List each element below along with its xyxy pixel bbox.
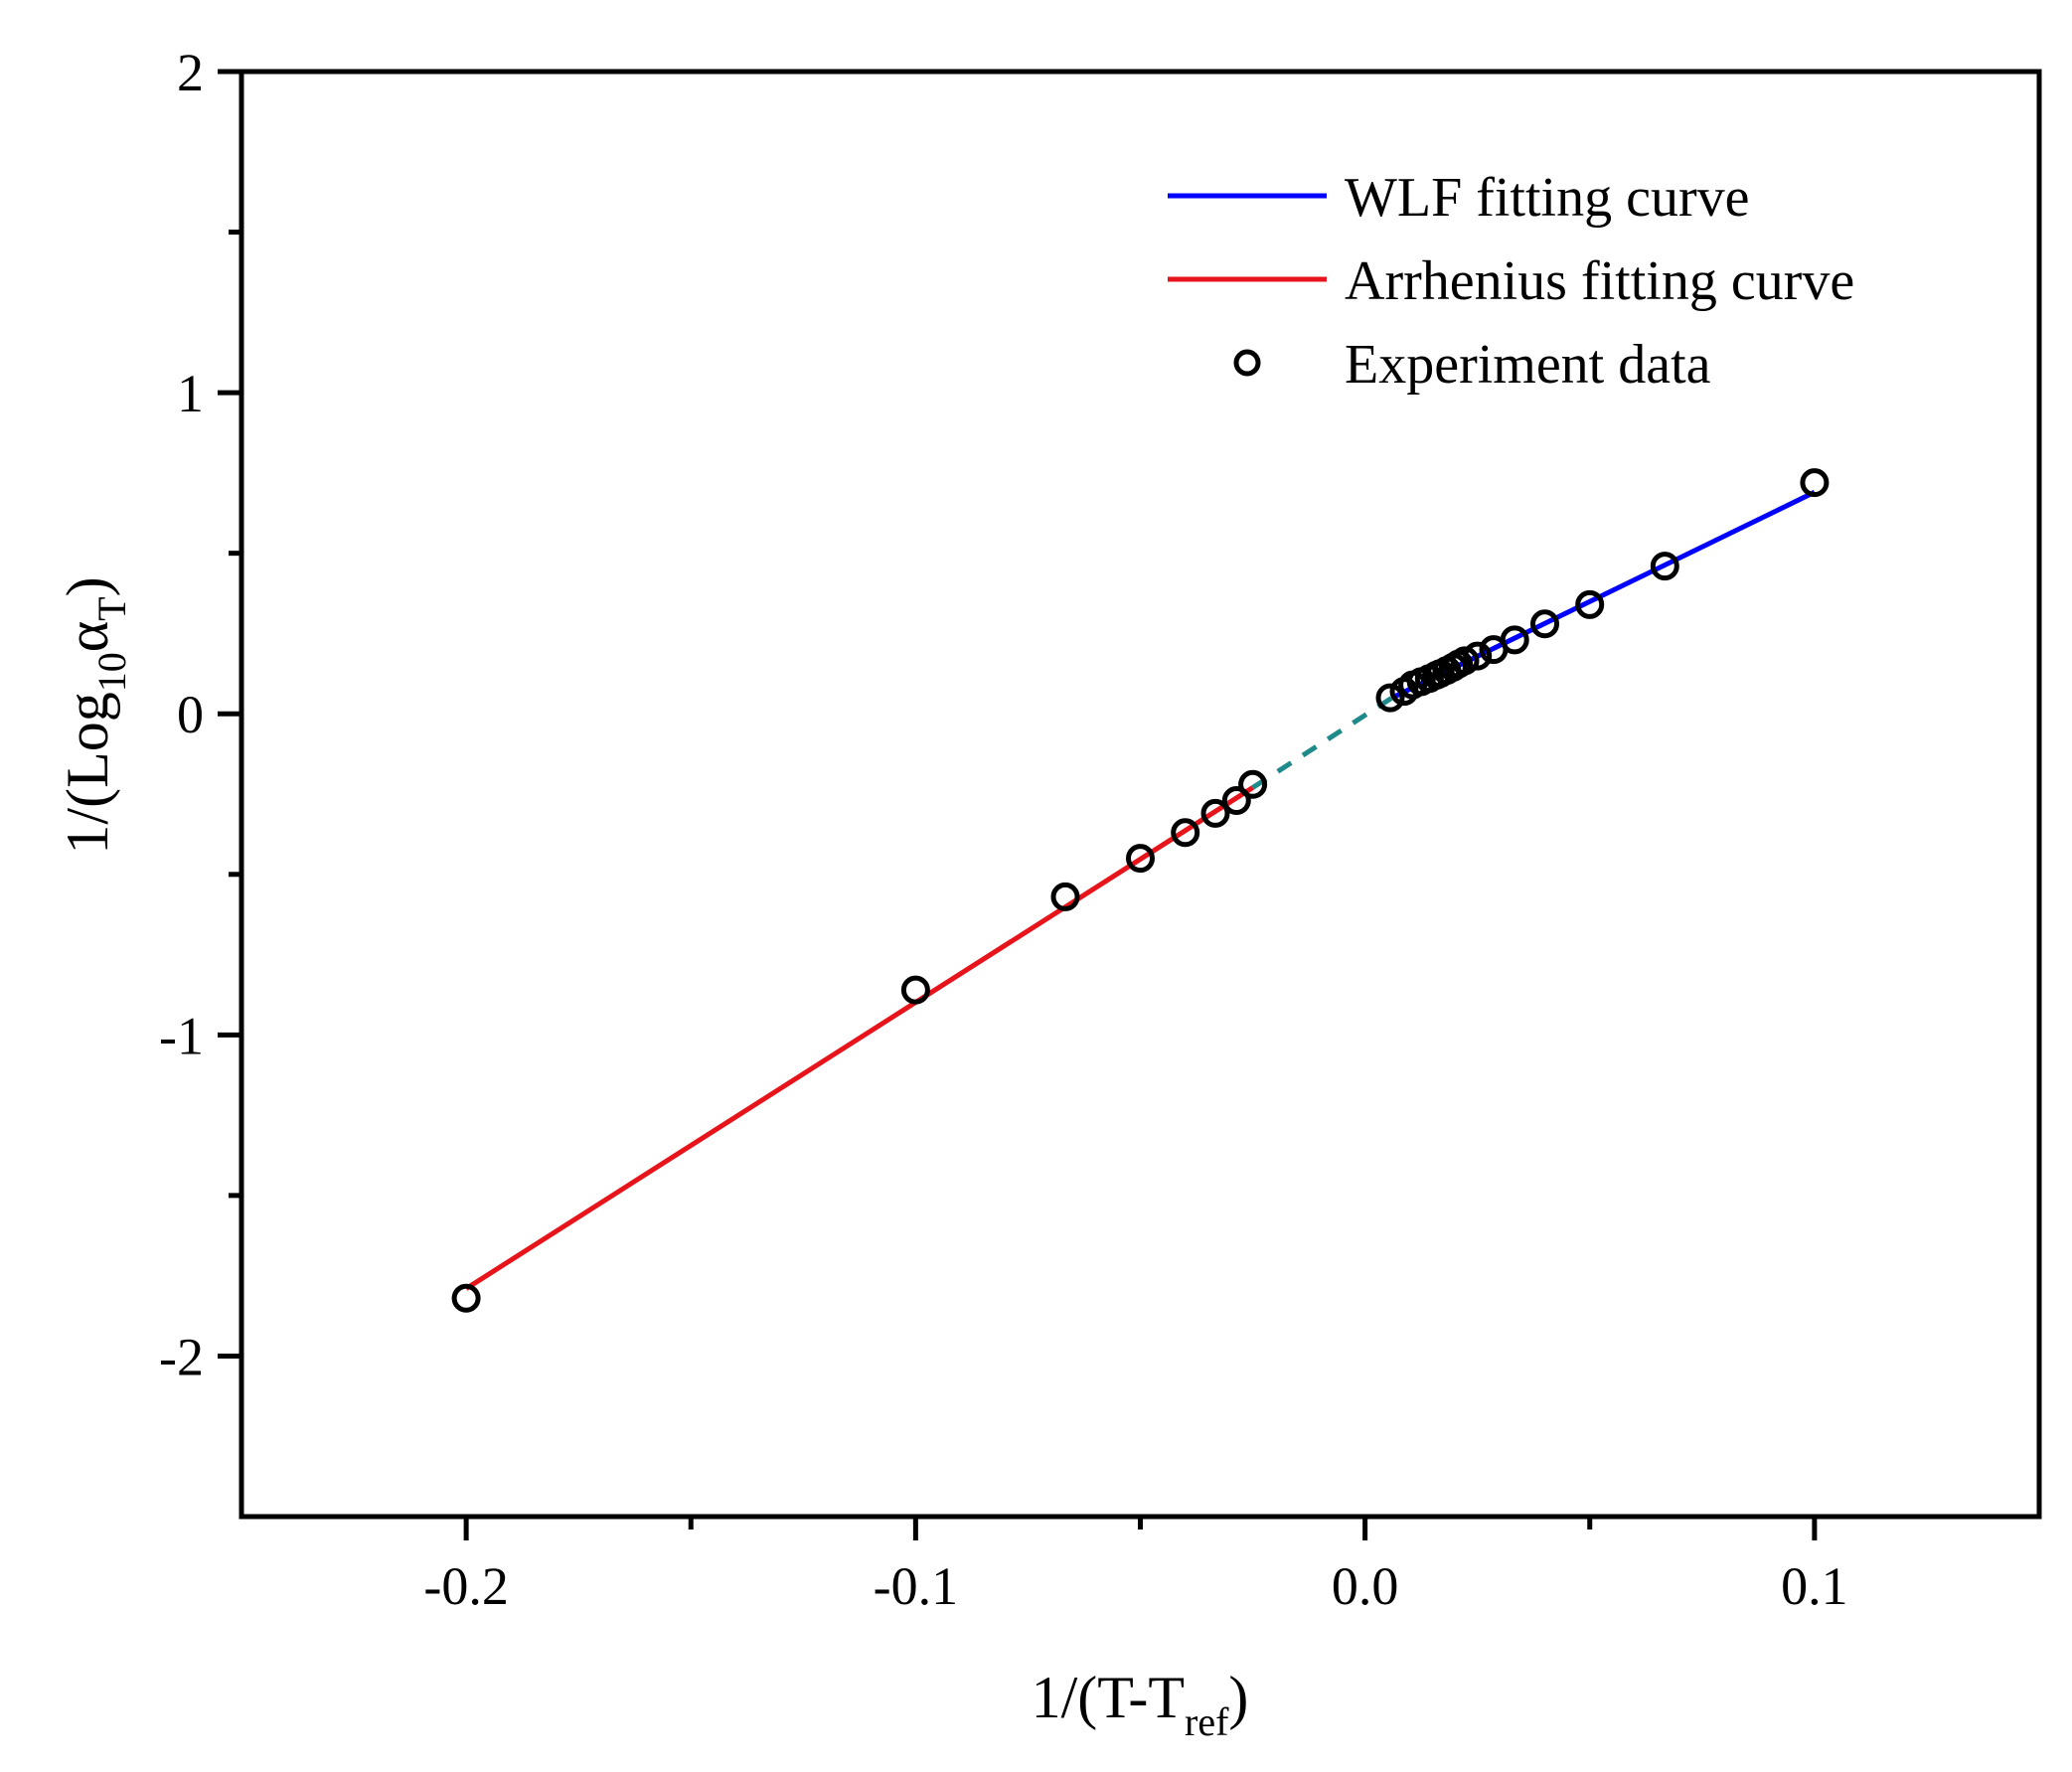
x-tick-label-0: -0.2 [423, 1556, 508, 1616]
y-axis-title: 1/(Log10αT) [55, 576, 134, 854]
y-tick-label-3: 1 [177, 364, 204, 423]
experiment-point-1 [900, 975, 930, 1005]
plot-frame [239, 69, 2042, 1520]
experiment-point-4 [1171, 818, 1200, 848]
experiment-point-2 [1050, 882, 1080, 911]
x-tick-label-3: 0.1 [1781, 1556, 1848, 1616]
experiment-point-6 [1221, 786, 1251, 815]
y-axis-title-main: 1/(Log [55, 692, 120, 854]
x-axis-title-close: ) [1228, 1665, 1248, 1730]
series-line-1 [464, 785, 1254, 1291]
experiment-point-24 [1650, 552, 1679, 581]
experiment-point-25 [1800, 468, 1830, 498]
x-axis-title-main: 1/(T-T [1032, 1665, 1185, 1730]
axis-ticks: -0.2 -0.1 0.0 0.1 -2 -1 0 1 2 [159, 43, 1848, 1616]
legend-label-arrhenius: Arrhenius fitting curve [1345, 250, 1854, 312]
experiment-point-3 [1126, 844, 1155, 874]
x-axis-title: 1/(T-Tref) [1032, 1665, 1249, 1744]
y-tick-label-4: 2 [177, 43, 204, 102]
y-tick-label-1: -1 [159, 1006, 204, 1065]
x-axis-title-sub: ref [1185, 1699, 1229, 1744]
legend-label-wlf: WLF fitting curve [1345, 167, 1749, 229]
y-axis-title-sub: 10 [89, 652, 134, 692]
y-axis-title-sub2: T [89, 596, 134, 620]
legend-label-experiment: Experiment data [1345, 334, 1711, 396]
experiment-point-23 [1575, 589, 1605, 619]
plot-series [451, 468, 1830, 1313]
experiment-point-22 [1530, 609, 1559, 639]
experiment-point-19 [1463, 641, 1493, 671]
experiment-point-7 [1238, 769, 1268, 799]
experiment-point-21 [1500, 625, 1529, 655]
y-axis-title-close: ) [55, 576, 120, 596]
experiment-point-18 [1450, 646, 1480, 676]
legend: WLF fitting curve Arrhenius fitting curv… [1168, 167, 1854, 396]
x-tick-label-1: -0.1 [874, 1556, 958, 1616]
experiment-point-8 [1375, 683, 1405, 713]
experiment-point-5 [1200, 798, 1230, 828]
y-axis-title-greek: α [55, 621, 120, 652]
y-tick-label-0: -2 [159, 1327, 204, 1386]
y-tick-label-2: 0 [177, 685, 204, 744]
legend-swatch-experiment [1233, 349, 1261, 377]
x-tick-label-2: 0.0 [1332, 1556, 1399, 1616]
experiment-point-0 [451, 1283, 481, 1313]
